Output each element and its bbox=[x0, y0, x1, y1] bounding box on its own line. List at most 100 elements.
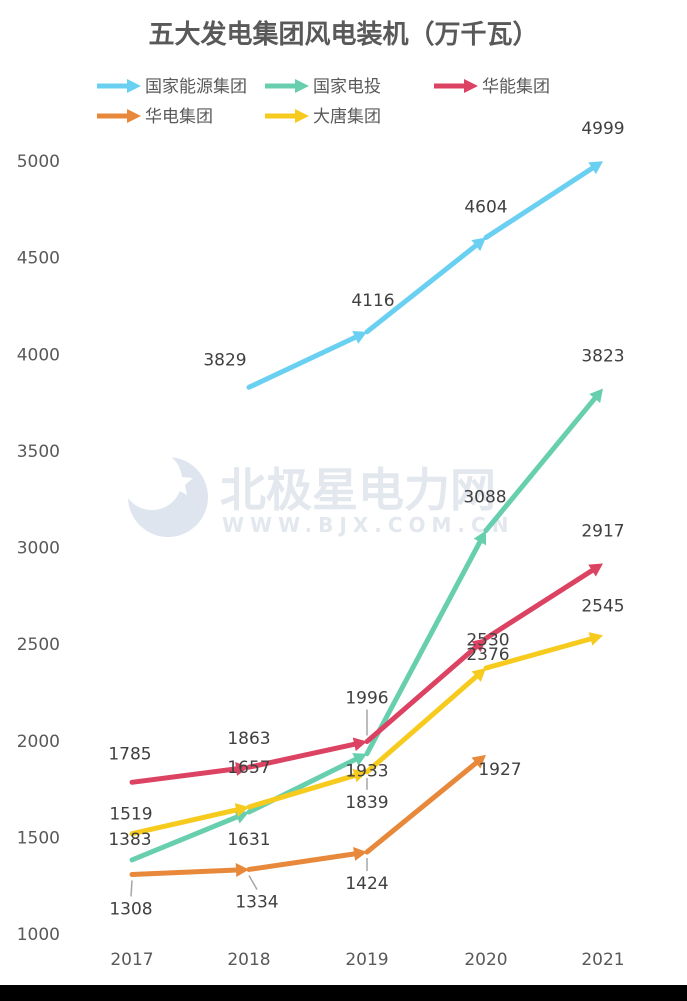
series-segment bbox=[246, 771, 361, 810]
data-label: 2376 bbox=[466, 645, 509, 665]
star-moon-logo-icon bbox=[122, 450, 208, 537]
data-label: 1519 bbox=[109, 805, 152, 825]
arrow-icon bbox=[588, 563, 603, 577]
arrow-icon bbox=[588, 632, 603, 646]
arrow-icon bbox=[353, 847, 367, 861]
chart-title: 五大发电集团风电装机（万千瓦） bbox=[148, 20, 539, 50]
arrow-icon bbox=[235, 761, 249, 776]
series-line bbox=[129, 632, 603, 837]
arrow-icon bbox=[295, 109, 309, 123]
series-segment bbox=[246, 740, 361, 770]
legend-label: 国家能源集团 bbox=[145, 77, 247, 97]
data-label: 1839 bbox=[345, 793, 388, 813]
series-line bbox=[129, 563, 603, 785]
arrow-icon bbox=[464, 79, 478, 93]
y-tick-label: 1500 bbox=[17, 828, 60, 848]
series-segment bbox=[246, 333, 362, 390]
series-line bbox=[129, 754, 486, 878]
data-label: 2545 bbox=[581, 596, 624, 616]
data-label: 3823 bbox=[581, 346, 624, 366]
data-label: 1334 bbox=[235, 892, 278, 912]
arrow-icon bbox=[352, 753, 367, 766]
data-label: 2917 bbox=[581, 522, 624, 542]
series-segment bbox=[483, 163, 598, 241]
series-segment bbox=[129, 812, 244, 863]
y-tick-label: 3000 bbox=[17, 539, 60, 559]
arrow-icon bbox=[588, 161, 603, 175]
series-segment bbox=[483, 392, 600, 533]
data-label: 3829 bbox=[203, 350, 246, 370]
data-label: 1785 bbox=[108, 744, 151, 764]
x-tick-label: 2020 bbox=[464, 950, 507, 970]
arrow-icon bbox=[295, 79, 309, 93]
series-line bbox=[246, 161, 603, 390]
data-label: 4999 bbox=[581, 119, 624, 139]
legend-item: 华能集团 bbox=[434, 77, 550, 97]
arrow-icon bbox=[471, 237, 486, 252]
x-tick-label: 2018 bbox=[227, 950, 270, 970]
series-segment bbox=[246, 850, 361, 872]
data-label: 1996 bbox=[345, 689, 388, 709]
y-tick-label: 3500 bbox=[17, 442, 60, 462]
legend-item: 国家能源集团 bbox=[97, 77, 247, 97]
arrow-icon bbox=[471, 668, 486, 682]
label-leader bbox=[130, 880, 133, 897]
series-segment bbox=[364, 535, 485, 757]
series-segment bbox=[364, 240, 482, 335]
arrow-icon bbox=[127, 109, 141, 123]
legend-label: 大唐集团 bbox=[313, 106, 381, 127]
series-segment bbox=[483, 565, 598, 641]
data-label: 1927 bbox=[478, 760, 521, 780]
arrow-icon bbox=[352, 737, 367, 752]
arrow-icon bbox=[234, 803, 249, 817]
legend-item: 华电集团 bbox=[97, 107, 213, 127]
y-tick-label: 2000 bbox=[17, 732, 60, 752]
data-label: 1863 bbox=[227, 729, 270, 749]
series-segment bbox=[483, 635, 597, 671]
series-segment bbox=[129, 765, 243, 785]
arrow-icon bbox=[471, 754, 486, 769]
arrow-icon bbox=[352, 331, 367, 344]
series-segment bbox=[364, 641, 482, 745]
data-label: 1308 bbox=[109, 899, 152, 919]
data-label: 4604 bbox=[464, 198, 507, 218]
arrow-icon bbox=[235, 863, 249, 878]
data-label: 4116 bbox=[351, 291, 394, 311]
series-layer bbox=[129, 161, 603, 878]
data-label: 1424 bbox=[345, 874, 388, 894]
data-label: 2530 bbox=[466, 630, 509, 650]
series-segment bbox=[129, 806, 243, 837]
y-tick-label: 2500 bbox=[17, 635, 60, 655]
watermark-url: WWW.BJX.COM.CN bbox=[222, 513, 514, 537]
bottom-border bbox=[0, 985, 687, 1001]
y-tick-label: 5000 bbox=[17, 152, 60, 172]
x-tick-label: 2019 bbox=[345, 950, 388, 970]
watermark-brand: 北极星电力网 bbox=[220, 463, 496, 517]
y-tick-label: 1000 bbox=[17, 925, 60, 945]
series-segment bbox=[364, 758, 482, 855]
arrow-icon bbox=[127, 79, 141, 93]
arrow-icon bbox=[471, 638, 486, 653]
arrow-icon bbox=[589, 388, 603, 403]
data-label: 1933 bbox=[345, 762, 388, 782]
legend-label: 国家电投 bbox=[313, 77, 381, 97]
data-label: 1383 bbox=[108, 830, 151, 850]
legend-label: 华能集团 bbox=[482, 77, 550, 97]
x-axis: 2017 2018 2019 2020 2021 bbox=[110, 950, 624, 970]
legend-label: 华电集团 bbox=[145, 107, 213, 127]
data-label: 1631 bbox=[227, 830, 270, 850]
data-label: 1657 bbox=[227, 758, 270, 778]
label-leader bbox=[248, 875, 258, 890]
legend-item: 国家电投 bbox=[265, 77, 381, 97]
series-segment bbox=[364, 671, 482, 775]
y-axis: 1000 1500 2000 2500 3000 3500 4000 4500 5000 bbox=[17, 152, 60, 945]
x-tick-label: 2017 bbox=[110, 950, 153, 970]
data-labels: 3829 4116 4604 4999 1383 1631 1933 3088 3823 1785… bbox=[108, 119, 624, 919]
x-tick-label: 2021 bbox=[581, 950, 624, 970]
data-label: 3088 bbox=[463, 487, 506, 507]
arrow-icon bbox=[473, 530, 487, 546]
